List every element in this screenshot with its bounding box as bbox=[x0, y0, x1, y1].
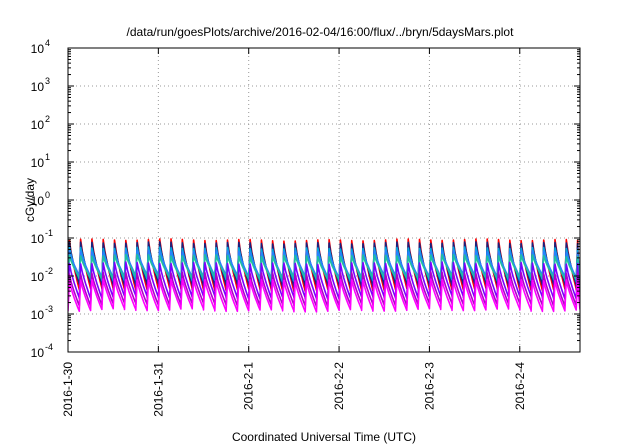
y-tick-exponent: -2 bbox=[45, 266, 53, 276]
x-axis-label: Coordinated Universal Time (UTC) bbox=[232, 430, 416, 444]
x-tick-label: 2016-1-30 bbox=[61, 362, 75, 417]
x-tick-label: 2016-2-3 bbox=[422, 362, 436, 410]
y-tick-exponent: 2 bbox=[45, 114, 50, 124]
x-tick-label: 2016-1-31 bbox=[151, 362, 165, 417]
y-tick-label: 10 bbox=[31, 42, 45, 56]
y-tick-exponent: -3 bbox=[45, 304, 53, 314]
y-tick-label: 10 bbox=[31, 194, 45, 208]
y-tick-label: 10 bbox=[31, 118, 45, 132]
x-axis: 2016-1-30 2016-1-31 2016-2-1 2016-2-2 2016-2… bbox=[61, 48, 527, 417]
y-tick-exponent: 1 bbox=[45, 152, 50, 162]
y-tick-label: 10 bbox=[31, 346, 45, 360]
y-tick-label: 10 bbox=[31, 270, 45, 284]
y-tick-label: 10 bbox=[31, 308, 45, 322]
chart-title: /data/run/goesPlots/archive/2016-02-04/1… bbox=[127, 25, 515, 39]
y-tick-exponent: -4 bbox=[45, 342, 53, 352]
series-line bbox=[68, 278, 580, 313]
x-tick-label: 2016-2-4 bbox=[513, 362, 527, 410]
y-axis-label: cGy/day bbox=[23, 178, 37, 222]
series-group bbox=[68, 238, 580, 313]
y-tick-exponent: 0 bbox=[45, 190, 50, 200]
x-tick-label: 2016-2-2 bbox=[332, 362, 346, 410]
y-tick-exponent: 4 bbox=[45, 38, 50, 48]
y-tick-exponent: -1 bbox=[45, 228, 53, 238]
y-tick-exponent: 3 bbox=[45, 76, 50, 86]
y-tick-label: 10 bbox=[31, 80, 45, 94]
y-tick-label: 10 bbox=[31, 232, 45, 246]
y-tick-label: 10 bbox=[31, 156, 45, 170]
x-tick-label: 2016-2-1 bbox=[242, 362, 256, 410]
